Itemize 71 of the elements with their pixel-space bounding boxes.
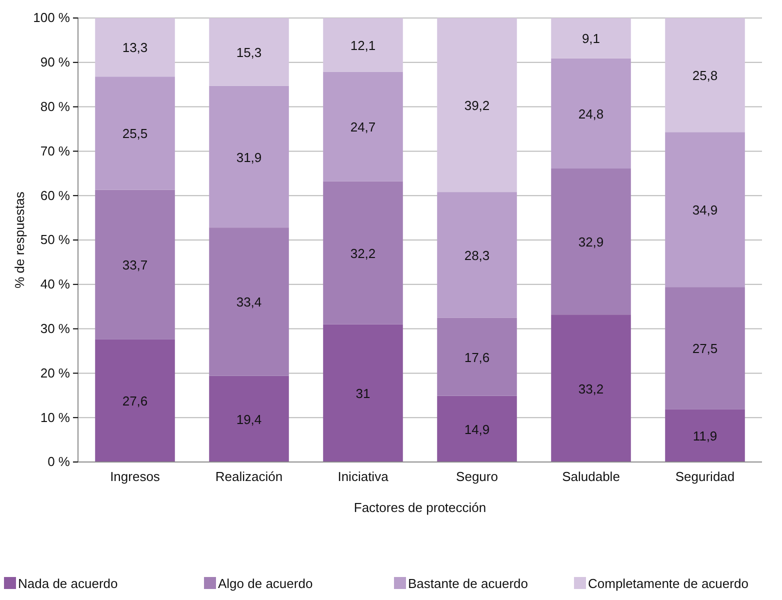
y-tick-label: 100 % [33,10,70,26]
bar [551,58,631,169]
y-tick-label: 50 % [40,232,70,248]
data-label: 27,5 [692,341,718,356]
data-label: 12,1 [350,38,376,53]
data-label: 9,1 [582,31,600,46]
data-label: 28,3 [464,248,490,263]
bar [95,190,175,340]
data-label: 11,9 [692,428,718,444]
bar [323,72,403,182]
bar [437,18,517,192]
bar [95,18,175,77]
x-tick-label: Seguridad [675,469,735,484]
data-label: 25,8 [692,68,718,83]
legend-label: Completamente de acuerdo [588,576,748,591]
data-label: 32,9 [578,234,604,250]
data-label: 24,7 [350,120,376,135]
data-label: 39,2 [464,98,490,114]
bar [209,376,289,462]
bar [665,409,745,462]
x-axis-title: Factores de protección [354,500,486,515]
y-tick-label: 70 % [40,143,70,158]
x-tick-label: Ingresos [110,469,160,484]
bar [665,287,745,410]
bar [665,132,745,288]
y-tick-label: 60 % [40,188,70,203]
data-label: 15,3 [236,44,262,60]
y-axis-title: % de respuestas [12,191,27,288]
y-tick-label: 10 % [40,410,70,425]
data-label: 24,8 [578,106,604,122]
y-tick-label: 90 % [40,54,70,70]
data-label: 33,7 [122,258,148,273]
data-label: 14,9 [464,422,490,437]
data-label: 31 [356,386,370,402]
legend-label: Algo de acuerdo [218,576,313,591]
bar [437,396,517,462]
bar [551,18,631,58]
y-tick-label: 0 % [48,454,70,470]
bar [665,18,745,132]
legend-label: Nada de acuerdo [18,576,118,591]
bar [551,314,631,462]
x-tick-label: Saludable [562,469,620,484]
bar [95,339,175,462]
data-label: 33,4 [236,294,262,310]
y-tick-label: 80 % [40,98,70,114]
x-tick-label: Realización [215,469,283,484]
y-tick-label: 40 % [40,276,70,292]
legend-label: Bastante de acuerdo [408,576,528,591]
data-label: 19,4 [236,412,262,427]
x-tick-label: Seguro [456,469,498,484]
data-label: 13,3 [122,40,148,56]
bar [95,76,175,190]
bar [323,18,403,72]
data-label: 17,6 [464,350,490,365]
bar [323,324,403,462]
bar [551,168,631,315]
data-label: 31,9 [236,150,262,165]
x-tick-label: Iniciativa [338,469,390,484]
bar [209,86,289,228]
bar [209,18,289,86]
y-tick-label: 30 % [40,320,70,336]
data-label: 32,2 [350,246,376,261]
bar [209,228,289,376]
bar [323,181,403,324]
data-label: 25,5 [122,126,148,142]
y-tick-label: 20 % [40,365,70,380]
bar [437,318,517,396]
bar [437,192,517,318]
data-label: 27,6 [122,394,148,409]
data-label: 34,9 [692,202,718,218]
data-label: 33,2 [578,381,604,396]
